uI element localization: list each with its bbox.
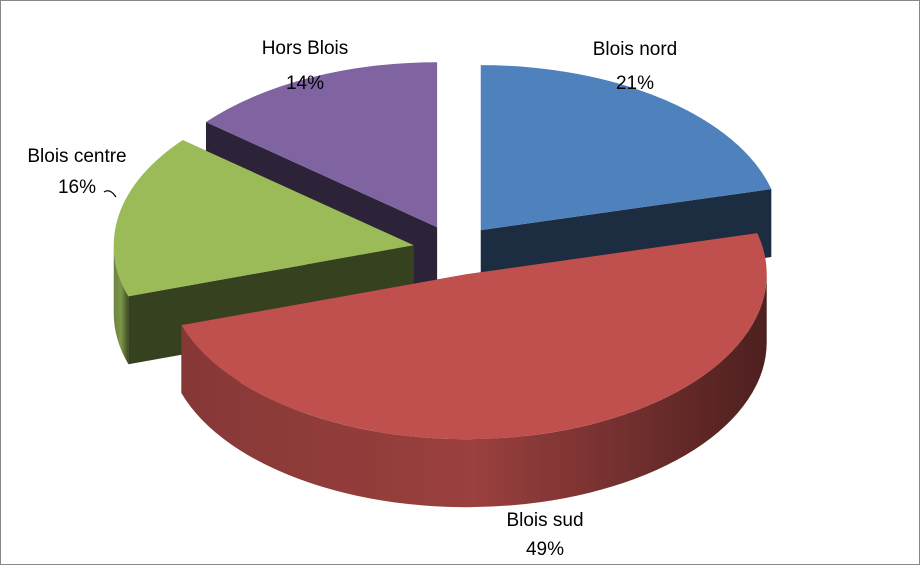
slice-label: Blois nord [593, 39, 678, 60]
slice-label: Blois sud [506, 510, 583, 531]
value-label: 49% [526, 539, 564, 560]
slice [480, 65, 772, 231]
slice [181, 233, 767, 440]
slice-label: Blois centre [27, 146, 126, 167]
value-label: 14% [286, 73, 324, 94]
slice-wall [181, 274, 767, 508]
slice [205, 62, 438, 228]
slice-wall [113, 245, 129, 365]
leader-line [103, 190, 117, 198]
slice [113, 140, 414, 297]
value-label: 16% [58, 177, 96, 198]
slice-label: Hors Blois [262, 38, 349, 59]
value-label: 21% [616, 73, 654, 94]
